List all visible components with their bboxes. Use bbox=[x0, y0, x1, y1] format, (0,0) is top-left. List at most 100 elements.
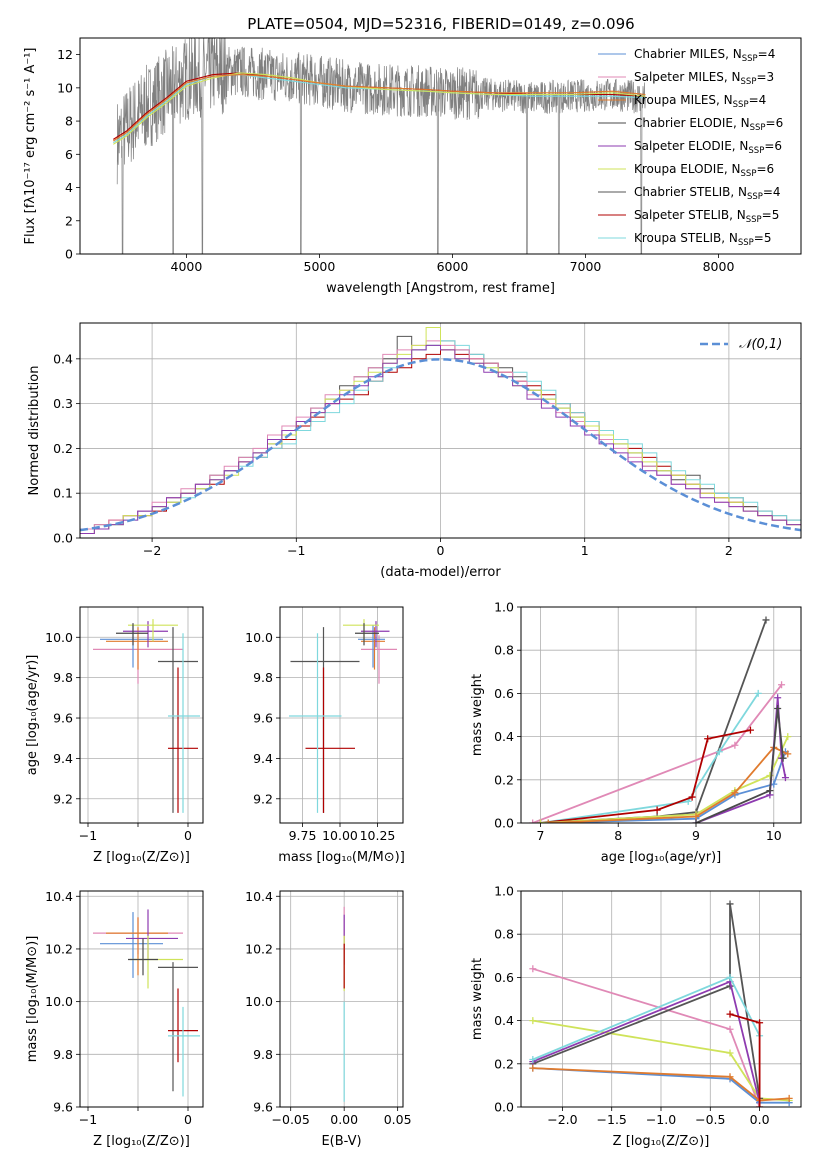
mass-weight-line-kroupa_stelib bbox=[540, 692, 759, 823]
axes-frame bbox=[279, 890, 404, 1108]
x-axis-label: Z [log₁₀(Z/Z⊙)] bbox=[613, 1134, 710, 1149]
histogram-kroupa_elodie bbox=[80, 327, 801, 538]
legend-sub: SSP bbox=[747, 192, 763, 202]
mass-weight-marker-kroupa_stelib bbox=[715, 748, 723, 756]
y-axis-label: age [log₁₀(age/yr)] bbox=[25, 655, 40, 776]
panel-spectrum: 4000 5000 6000 7000 8000 0 2 4 6 8 10 12 wavelength … bbox=[23, 37, 802, 296]
x-tick-label: 10.25 bbox=[360, 828, 396, 843]
panel-massweight_vs_age: 7 8 9 10 0.0 0.2 0.4 0.6 0.8 1.0 age [log₁₀(age/yr… bbox=[470, 600, 802, 865]
x-tick-label: 7000 bbox=[570, 259, 602, 274]
y-tick-label: 0.1 bbox=[53, 486, 73, 501]
x-tick-label: 1 bbox=[581, 543, 589, 558]
legend-label: Chabrier STELIB, N bbox=[634, 185, 747, 199]
y-tick-label: 10.2 bbox=[45, 941, 73, 956]
y-tick-label: 10.4 bbox=[45, 889, 73, 904]
x-tick-label: −0.05 bbox=[272, 1112, 310, 1127]
legend-label: Salpeter STELIB, N bbox=[634, 208, 746, 222]
mass-weight-line-kroupa_miles bbox=[532, 1067, 790, 1102]
mass-weight-marker-salpeter_miles bbox=[726, 1025, 734, 1033]
x-tick-label: 10.00 bbox=[322, 828, 358, 843]
x-tick-label: 2 bbox=[725, 543, 733, 558]
y-tick-label: 0.4 bbox=[53, 351, 73, 366]
y-tick-label: 0.8 bbox=[494, 927, 514, 942]
legend-label: Chabrier MILES, N bbox=[634, 47, 742, 61]
mass-weight-marker-kroupa_stelib bbox=[529, 1055, 537, 1063]
y-tick-label: 0.6 bbox=[494, 970, 514, 985]
y-tick-label: 4 bbox=[65, 180, 73, 195]
mass-weight-marker-salpeter_stelib bbox=[746, 726, 754, 734]
plot-area-massweight_vs_age bbox=[529, 616, 792, 823]
mass-weight-marker-kroupa_stelib bbox=[726, 973, 734, 981]
mass-weight-marker-kroupa_miles bbox=[731, 789, 739, 797]
axes-frame bbox=[520, 890, 802, 1108]
y-tick-label: 0.4 bbox=[494, 729, 514, 744]
x-tick-label: −1 bbox=[287, 543, 305, 558]
mass-weight-marker-salpeter_stelib bbox=[726, 1010, 734, 1018]
x-tick-label: 0.0 bbox=[750, 1112, 770, 1127]
gaussian-curve bbox=[80, 358, 801, 532]
legend-suffix: =4 bbox=[758, 47, 776, 61]
legend-label: Kroupa MILES, N bbox=[634, 93, 733, 107]
legend-sub: SSP bbox=[746, 215, 762, 225]
mass-weight-marker-kroupa_miles bbox=[692, 813, 700, 821]
panel-age_vs_mass: 9.75 10.00 10.25 9.2 9.4 9.6 9.8 10.0 mass [log₁… bbox=[245, 606, 405, 865]
x-tick-label: 0 bbox=[184, 1112, 192, 1127]
x-tick-label: −0.5 bbox=[695, 1112, 725, 1127]
y-axis-label: mass weight bbox=[470, 958, 485, 1040]
mass-weight-marker-salpeter_stelib bbox=[704, 735, 712, 743]
axes-frame bbox=[79, 890, 204, 1108]
x-tick-label: 8000 bbox=[703, 259, 735, 274]
plot-area-age_vs_mass bbox=[289, 619, 397, 813]
mass-weight-marker-chabrier_elodie bbox=[692, 819, 700, 823]
legend-sub: SSP bbox=[738, 238, 754, 248]
mass-weight-line-chabrier_miles bbox=[532, 1067, 790, 1104]
y-tick-label: 9.2 bbox=[53, 791, 73, 806]
legend-entry-salpeter_miles: Salpeter MILES, NSSP=3 bbox=[634, 70, 774, 87]
mass-weight-marker-kroupa_miles bbox=[544, 819, 552, 823]
y-tick-label: 0.8 bbox=[494, 643, 514, 658]
y-tick-label: 9.8 bbox=[253, 1047, 273, 1062]
x-tick-label: −2.0 bbox=[547, 1112, 577, 1127]
y-axis-label: mass [log₁₀(M/M⊙)] bbox=[25, 936, 40, 1063]
mass-weight-marker-chabrier_stelib bbox=[726, 900, 734, 908]
mass-weight-marker-kroupa_miles bbox=[529, 1064, 537, 1072]
legend-entry-salpeter_stelib: Salpeter STELIB, NSSP=5 bbox=[634, 208, 779, 225]
legend-label: Chabrier ELODIE, N bbox=[634, 116, 750, 130]
legend-suffix: =6 bbox=[764, 139, 782, 153]
y-tick-label: 9.2 bbox=[253, 791, 273, 806]
legend-suffix: =6 bbox=[756, 162, 774, 176]
y-tick-label: 0.0 bbox=[494, 1100, 514, 1115]
legend-suffix: =5 bbox=[754, 231, 772, 245]
mass-weight-marker-kroupa_stelib bbox=[754, 689, 762, 697]
mass-weight-marker-kroupa_elodie bbox=[784, 733, 792, 741]
legend-sub: SSP bbox=[750, 123, 766, 133]
legend-sub: SSP bbox=[733, 100, 749, 110]
mass-weight-marker-chabrier_elodie bbox=[779, 754, 787, 762]
mass-weight-marker-kroupa_elodie bbox=[536, 819, 544, 823]
panel-mass_vs_Z: −1 0 9.6 9.8 10.0 10.2 10.4 Z [log₁₀(Z/Z⊙)] mass… bbox=[25, 889, 204, 1149]
legend-suffix: =4 bbox=[749, 93, 767, 107]
figure-title: PLATE=0504, MJD=52316, FIBERID=0149, z=0… bbox=[247, 15, 634, 33]
y-tick-label: 0.0 bbox=[494, 816, 514, 831]
y-tick-label: 1.0 bbox=[494, 884, 514, 899]
y-tick-label: 0 bbox=[65, 247, 73, 262]
legend-suffix: =4 bbox=[763, 185, 781, 199]
panel-massweight_vs_Z: −2.0 −1.5 −1.0 −0.5 0.0 0.0 0.2 0.4 0.6 0.8 1.0 Z [… bbox=[470, 884, 802, 1149]
y-tick-label: 10.0 bbox=[45, 630, 73, 645]
legend-label: Salpeter ELODIE, N bbox=[634, 139, 748, 153]
mass-weight-marker-chabrier_elodie bbox=[774, 705, 782, 713]
y-tick-label: 0.2 bbox=[53, 441, 73, 456]
y-tick-label: 9.4 bbox=[53, 751, 73, 766]
mass-weight-marker-kroupa_miles bbox=[726, 1073, 734, 1081]
mass-weight-marker-salpeter_miles bbox=[778, 681, 786, 689]
legend-suffix: =5 bbox=[762, 208, 780, 222]
mass-weight-marker-salpeter_elodie bbox=[781, 774, 789, 782]
plot-area-massweight_vs_Z bbox=[529, 900, 793, 1107]
x-tick-label: 10 bbox=[766, 828, 782, 843]
y-tick-label: 6 bbox=[65, 147, 73, 162]
legend-entry-chabrier_stelib: Chabrier STELIB, NSSP=4 bbox=[634, 185, 781, 202]
x-axis-label: mass [log₁₀(M/M⊙)] bbox=[278, 850, 405, 865]
legend-entry-kroupa_miles: Kroupa MILES, NSSP=4 bbox=[634, 93, 766, 110]
